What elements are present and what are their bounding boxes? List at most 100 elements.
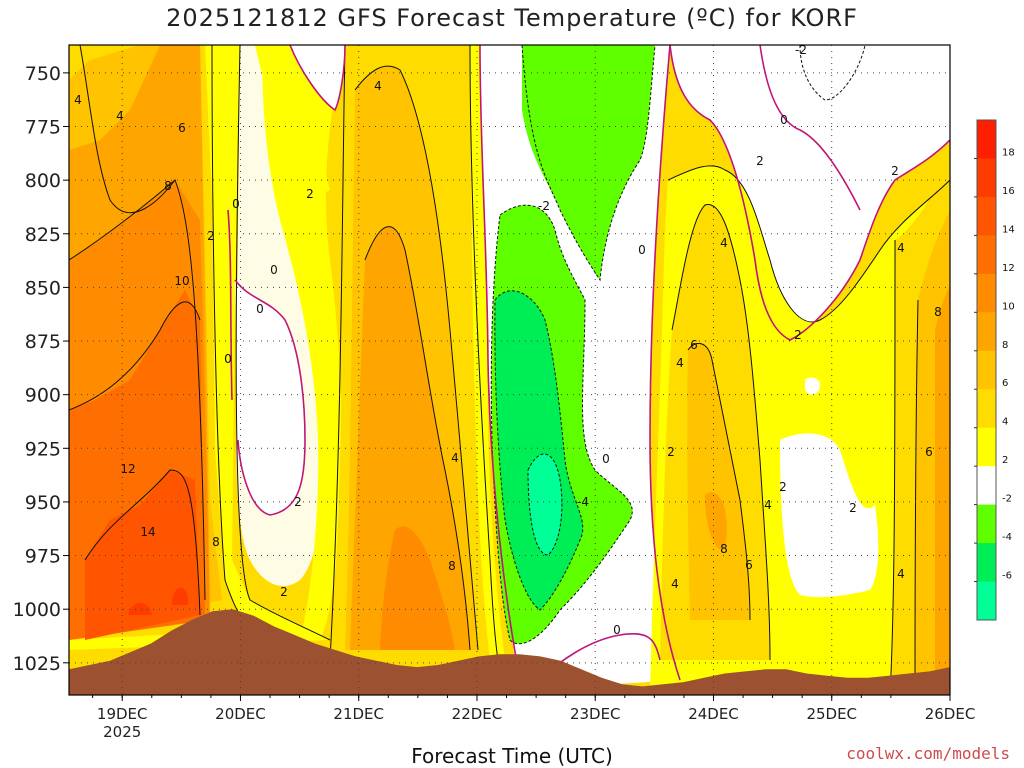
- contour-label: 4: [764, 498, 772, 512]
- colorbar-swatch: [977, 158, 996, 198]
- band-6-8-24dec: [687, 343, 750, 620]
- contour-label: 0: [224, 352, 232, 366]
- colorbar-swatch: [977, 196, 996, 236]
- contour-label: -4: [577, 495, 589, 509]
- colorbar-swatch: [977, 120, 996, 159]
- contour-line: [667, 165, 950, 323]
- y-tick-label: 750: [25, 63, 61, 85]
- y-tick-label: 775: [25, 117, 61, 139]
- contour-label: 4: [74, 93, 82, 107]
- credit-text: coolwx.com/models: [846, 744, 1010, 763]
- contour-label: 0: [638, 243, 646, 257]
- contour-label: 0: [780, 113, 788, 127]
- contour-line: [79, 45, 206, 601]
- band-2-4-22dec: [470, 45, 520, 660]
- colorbar-frame: [976, 119, 997, 621]
- colorbar-swatch: [977, 543, 996, 583]
- contour-line: [671, 204, 771, 661]
- colorbar-tick-label: -2: [1002, 494, 1012, 505]
- contour-label: 2: [779, 480, 787, 494]
- contour-label: 8: [448, 559, 456, 573]
- colorbar-swatch: [977, 466, 996, 506]
- band-2-4-20dec: [262, 45, 345, 640]
- x-tick-label: 19DEC: [97, 705, 148, 723]
- contour-line: [235, 45, 331, 641]
- contour-line: [69, 301, 201, 411]
- colorbar-tick-label: 18: [1002, 147, 1015, 158]
- contour-label: 4: [671, 577, 679, 591]
- band-0-white-top-20dec: [290, 45, 345, 110]
- contour-label: 4: [374, 79, 382, 93]
- band-0-white-upper: [236, 45, 330, 587]
- band-neg4-neg6: [494, 290, 583, 610]
- contour-label: 0: [602, 452, 610, 466]
- contour-line: [490, 204, 633, 645]
- colorbar-tick-label: 2: [1002, 455, 1008, 466]
- contour-line: [521, 45, 656, 282]
- contour-label: 2: [756, 154, 764, 168]
- contour-label: 4: [451, 451, 459, 465]
- band-0-white-25dec: [780, 433, 879, 598]
- zero-line: [227, 209, 233, 401]
- colorbar-tick-label: 14: [1002, 224, 1015, 235]
- colorbar-swatch: [977, 312, 996, 352]
- colorbar-tick-label: 12: [1002, 263, 1015, 274]
- colorbar-swatch: [977, 350, 996, 390]
- contour-label: 4: [720, 236, 728, 250]
- band-14-16-left: [85, 470, 200, 640]
- contour-line: [69, 179, 176, 261]
- y-tick-label: 825: [25, 224, 61, 246]
- zero-line: [234, 279, 306, 516]
- contour-label: 6: [745, 558, 753, 572]
- colorbar-tick-label: -6: [1002, 571, 1012, 582]
- contour-lines: [69, 45, 950, 695]
- contour-line: [469, 45, 499, 661]
- colorbar-tick-label: 8: [1002, 340, 1008, 351]
- contour-line: [527, 453, 563, 556]
- x-tick-label: 26DEC: [925, 705, 976, 723]
- contour-label: 2: [306, 187, 314, 201]
- colorbar-swatch: [977, 389, 996, 429]
- contour-label: 2: [891, 164, 899, 178]
- y-tick-label: 975: [25, 546, 61, 568]
- contour-line: [889, 239, 896, 695]
- band-8-10-26dec: [935, 285, 950, 695]
- contour-label: 8: [212, 535, 220, 549]
- contour-label: 8: [720, 542, 728, 556]
- contour-label: 2: [207, 229, 215, 243]
- colorbar-swatch: [977, 504, 996, 544]
- contour-label: 4: [116, 109, 124, 123]
- y-tick-label: 900: [25, 385, 61, 407]
- contour-line: [494, 290, 584, 611]
- band-neg2-neg4-top: [522, 45, 655, 280]
- contour-label: 6: [178, 121, 186, 135]
- contour-line: [799, 45, 866, 101]
- contour-label: 12: [120, 462, 135, 476]
- contour-line: [687, 342, 751, 621]
- contour-label: 2: [667, 445, 675, 459]
- zero-line: [479, 45, 521, 681]
- contour-line: [914, 299, 919, 695]
- contour-line: [364, 226, 471, 651]
- contour-label: 0: [232, 197, 240, 211]
- contour-label: 0: [613, 623, 621, 637]
- y-axis: 750 775 800 825 850 875 900 925 950 975 1000 1025: [13, 63, 69, 675]
- contour-label: 0: [256, 302, 264, 316]
- x-tick-label: 22DEC: [452, 705, 503, 723]
- y-tick-label: 875: [25, 331, 61, 353]
- zero-line: [669, 45, 950, 341]
- x-tick-label: 25DEC: [806, 705, 857, 723]
- x-tick-label: 23DEC: [570, 705, 621, 723]
- y-tick-label: 800: [25, 170, 61, 192]
- x-tick-label: 20DEC: [215, 705, 266, 723]
- contour-label: -2: [795, 43, 807, 57]
- y-tick-label: 925: [25, 438, 61, 460]
- contour-label: 2: [849, 501, 857, 515]
- colorbar-tick-label: 6: [1002, 378, 1008, 389]
- contour-label: 10: [174, 274, 189, 288]
- y-tick-label: 950: [25, 492, 61, 514]
- contour-label: 8: [934, 305, 942, 319]
- band-8-10-24dec: [705, 492, 727, 550]
- x-tick-label: 24DEC: [688, 705, 739, 723]
- chart-title: 2025121812 GFS Forecast Temperature (ºC)…: [166, 4, 858, 32]
